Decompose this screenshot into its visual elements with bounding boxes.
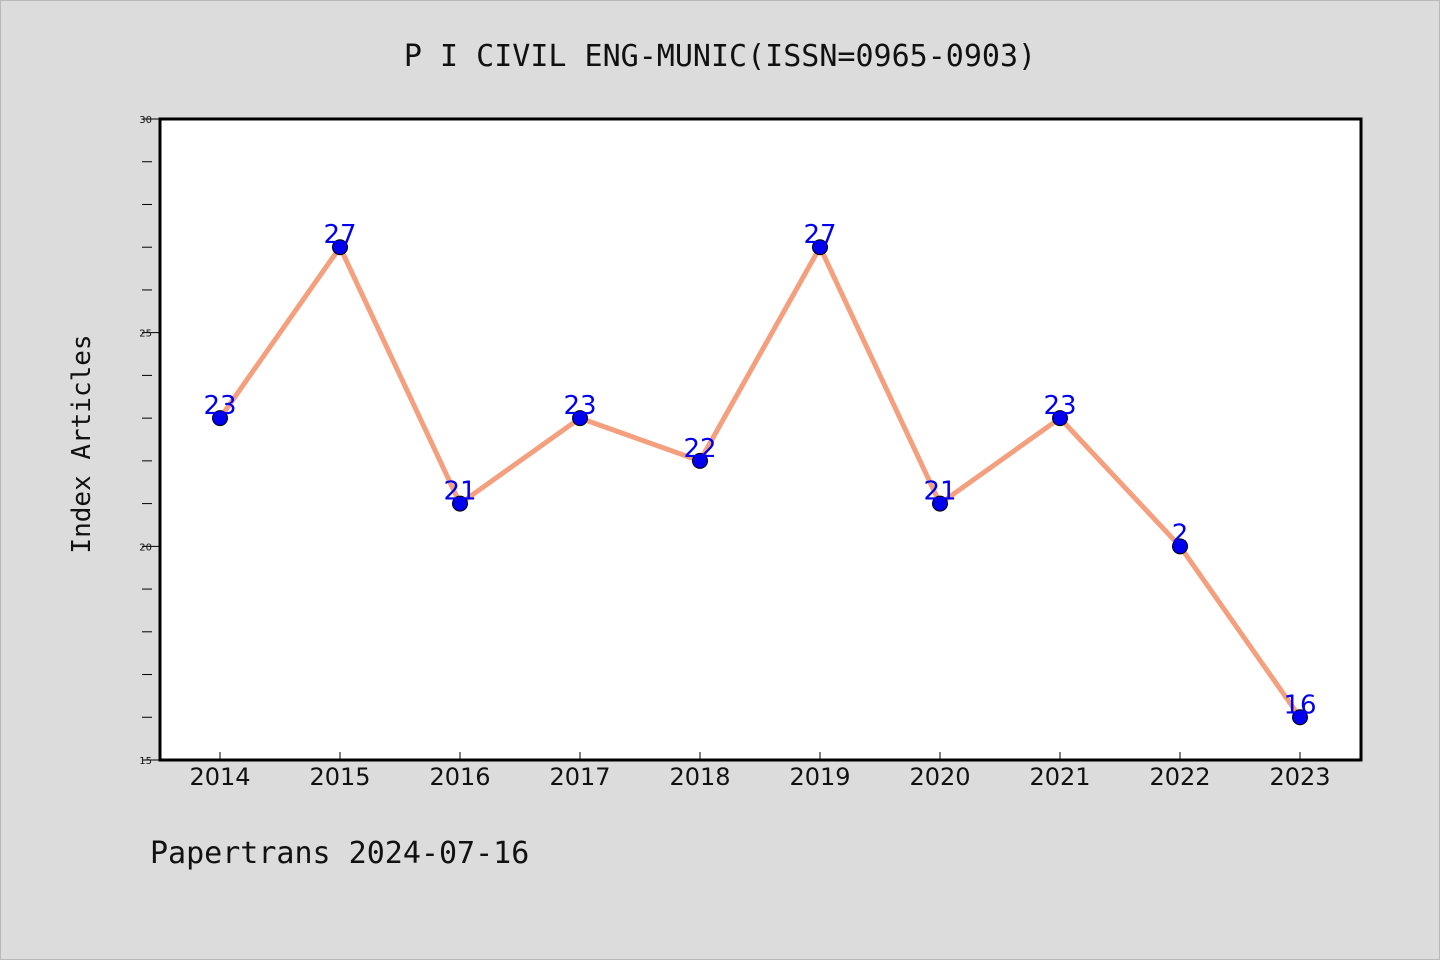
data-point: [572, 410, 588, 427]
plot-area: [160, 119, 1361, 760]
x-tick-label: 2014: [189, 763, 250, 791]
plot-frame: [158, 117, 1363, 762]
chart-title: P I CIVIL ENG-MUNIC(ISSN=0965-0903): [404, 39, 1036, 74]
x-tick-label: 2020: [909, 763, 970, 791]
x-tick-label: 2018: [669, 763, 730, 791]
data-label: 27: [323, 220, 356, 250]
data-point: [332, 239, 348, 256]
x-tick-label: 2015: [309, 763, 370, 791]
y-tick-label: 25: [139, 329, 152, 340]
y-tick-label: 20: [139, 542, 152, 553]
data-label: 16: [1283, 690, 1316, 720]
x-tick-label: 2021: [1029, 763, 1090, 791]
x-tick-label: 2023: [1269, 763, 1330, 791]
data-label: 2: [1172, 519, 1189, 549]
series-line: [217, 244, 1303, 720]
data-label: 27: [803, 220, 836, 250]
x-tick-label: 2019: [789, 763, 850, 791]
data-label: 21: [443, 477, 476, 507]
y-tick-label: 30: [139, 115, 152, 126]
y-axis-label: Index Articles: [67, 334, 97, 553]
x-tick-label: 2016: [429, 763, 490, 791]
data-point: [1052, 410, 1068, 427]
data-point: [212, 410, 228, 427]
data-point: [932, 495, 948, 512]
data-label: 21: [923, 477, 956, 507]
data-label: 23: [1043, 391, 1076, 421]
data-label: 23: [563, 391, 596, 421]
x-tick-label: 2017: [549, 763, 610, 791]
x-tick-label: 2022: [1149, 763, 1210, 791]
data-label: 22: [683, 434, 716, 464]
data-point: [1172, 538, 1188, 555]
y-tick-label: 15: [139, 756, 152, 767]
data-point: [692, 452, 708, 469]
data-point: [812, 239, 828, 256]
data-label: 23: [203, 391, 236, 421]
data-point: [452, 495, 468, 512]
data-point: [1292, 709, 1308, 726]
footer-text: Papertrans 2024-07-16: [150, 836, 529, 871]
